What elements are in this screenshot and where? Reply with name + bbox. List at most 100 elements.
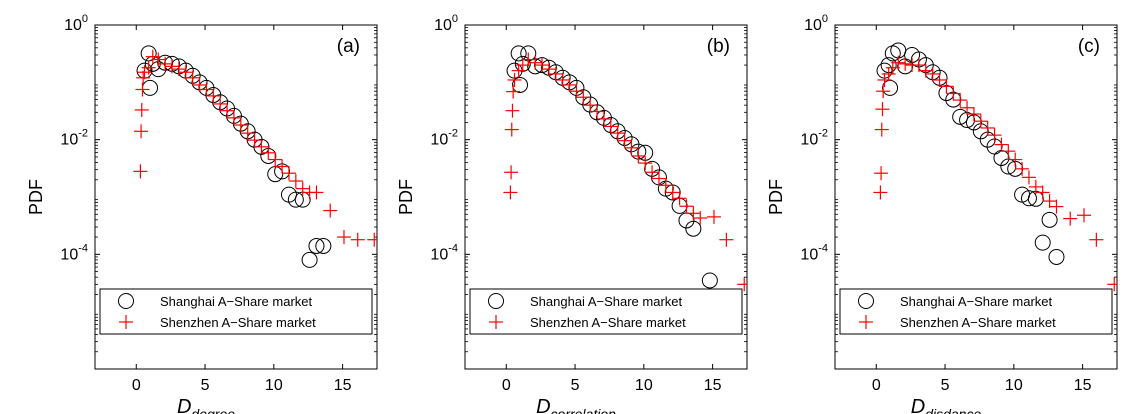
y-tick-label: 100 [804,13,828,34]
data-point-plus [645,165,660,180]
legend-label: Shanghai A−Share market [160,294,313,309]
data-point-circle [308,237,325,254]
series-1 [136,45,332,268]
data-point-plus [206,88,221,103]
data-point-plus [178,65,193,80]
data-point-plus [873,185,888,200]
data-point-plus [133,164,148,179]
legend-label: Shanghai A−Share market [900,294,1053,309]
data-point-plus [1001,144,1016,159]
data-point-plus [136,70,151,85]
data-layer [503,45,747,292]
data-point-plus [638,156,653,171]
data-point-plus [610,126,625,141]
legend-label: Shanghai A−Share market [530,294,683,309]
data-point-plus [875,102,890,117]
legend-marker-circle [118,293,134,309]
x-tick-label: 0 [132,377,141,394]
data-point-plus [548,66,563,81]
data-point-plus [233,118,248,133]
data-point-plus [268,152,283,167]
data-point-plus [1042,194,1057,209]
series-1 [876,42,1065,265]
data-point-plus [240,126,255,141]
data-point-plus [254,139,269,154]
data-point-plus [603,119,618,134]
legend-marker-circle [488,293,504,309]
data-point-plus [261,145,276,160]
data-point-plus [877,72,892,87]
data-point-plus [505,103,520,118]
data-point-plus [624,140,639,155]
data-layer [873,42,1117,292]
data-point-plus [1008,152,1023,167]
data-point-plus [134,102,149,117]
panel-label: (a) [337,36,360,57]
y-tick-label: 10-4 [60,242,88,263]
y-tick-label: 10-2 [430,128,458,149]
data-point-plus [966,107,981,122]
panel-label: (c) [1078,36,1100,57]
data-point-plus [994,137,1009,152]
data-point-plus [874,166,889,181]
data-point-plus [503,185,518,200]
chart-panel-3: 0 5 10 15 100 10-2 10-4 PDF Ddisdance (c) Shanghai… [766,13,1118,414]
data-point-plus [185,70,200,85]
data-point-plus [911,58,926,73]
data-point-plus [679,199,694,214]
data-point-plus [247,133,262,148]
y-tick-label: 100 [434,13,458,34]
data-point-plus [295,181,310,196]
chart-panel-2: 0 5 10 15 100 10-2 10-4 PDF Dcorrelation (b) Shang… [396,13,748,414]
data-point-plus [706,209,721,224]
data-point-plus [953,93,968,108]
data-point-plus [651,171,666,186]
data-point-plus [504,165,519,180]
data-point-circle [534,57,551,74]
data-point-plus [881,66,896,81]
legend-label: Shenzhen A−Share market [900,315,1056,330]
data-point-plus [569,84,584,99]
y-axis-label: PDF [396,179,416,215]
data-point-plus [288,174,303,189]
x-tick-label: 15 [1074,377,1092,394]
data-point-circle [315,237,332,254]
data-point-plus [1107,277,1117,292]
y-tick-label: 10-4 [800,242,828,263]
x-axis-label: Ddegree [177,396,235,414]
data-point-plus [939,79,954,94]
legend-label: Shenzhen A−Share market [160,315,316,330]
data-point-circle [140,45,157,62]
data-point-plus [281,166,296,181]
legend-label: Shenzhen A−Share market [530,315,686,330]
legend-box [99,288,373,335]
data-point-plus [171,62,186,77]
data-point-plus [220,103,235,118]
data-point-plus [275,159,290,174]
y-axis-label: PDF [26,179,46,215]
data-point-plus [583,98,598,113]
data-point-circle [280,186,297,203]
legend: Shanghai A−Share market Shenzhen A−Share … [99,288,373,335]
data-point-plus [1076,208,1091,223]
data-point-circle [287,191,304,208]
legend-marker-plus [859,315,873,329]
data-point-circle [1048,248,1065,265]
data-point-plus [987,128,1002,143]
x-tick-label: 5 [571,377,580,394]
chart-panel-1: 0 5 10 15 100 10-2 10-4 PDF Ddegree (a) Shanghai A… [26,13,378,414]
data-point-plus [226,110,241,125]
series-2 [873,55,1117,292]
x-tick-label: 10 [1005,377,1023,394]
data-point-plus [165,59,180,74]
data-point-circle [701,272,718,289]
y-axis-label: PDF [766,179,786,215]
data-point-plus [504,122,519,137]
y-tick-label: 10-2 [800,128,828,149]
data-point-plus [876,84,891,99]
legend-marker-circle [858,293,874,309]
data-point-circle [952,108,969,125]
x-tick-label: 15 [334,377,352,394]
data-layer [133,45,377,268]
data-point-plus [617,133,632,148]
